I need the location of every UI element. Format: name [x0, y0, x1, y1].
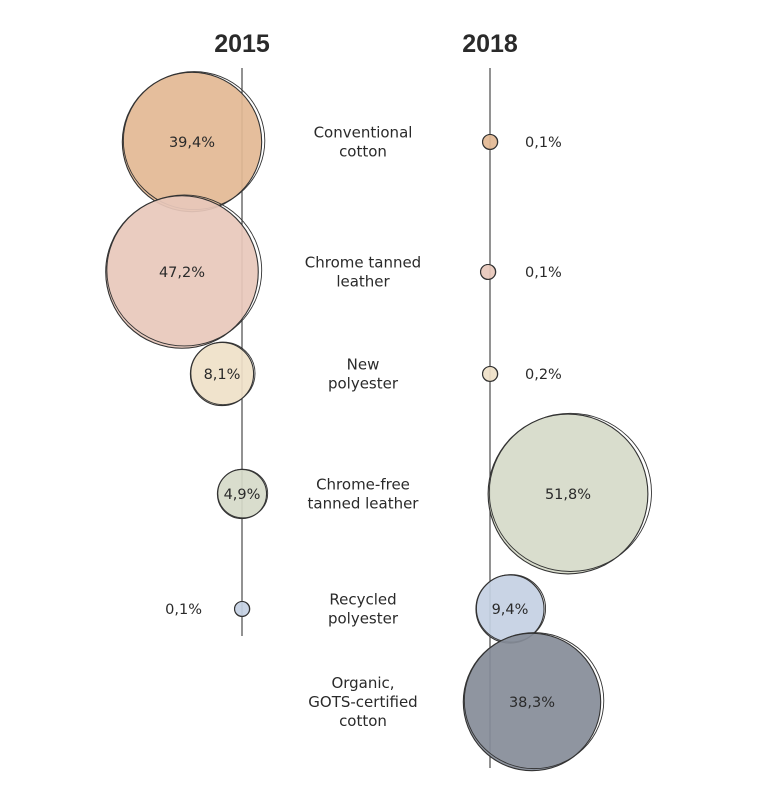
bubble-2015: [233, 600, 251, 618]
bubble-2018: [481, 365, 499, 383]
bubble-outline: [234, 600, 251, 617]
category-label: Chrome-free tanned leather: [308, 476, 420, 513]
value-label-2018: 0,1%: [525, 135, 562, 151]
value-label-2018: 0,2%: [525, 367, 562, 383]
bubble-2018: [487, 412, 652, 575]
bubble-outline: [488, 412, 652, 572]
bubble-outline: [480, 263, 497, 280]
year-axes: [241, 68, 491, 768]
bubble-2018: [462, 632, 605, 772]
bubble-fill: [462, 632, 602, 772]
value-label-2015: 39,4%: [169, 135, 215, 151]
bubble-2018: [479, 263, 497, 281]
bubble-fill: [487, 413, 649, 575]
category-label: Chrome tanned leather: [305, 254, 421, 291]
bubble-2015: [216, 468, 269, 520]
category-label: New polyester: [328, 356, 399, 393]
value-label-2015: 0,1%: [165, 602, 202, 618]
category-label: Recycled polyester: [328, 591, 399, 628]
bubble-outline: [482, 133, 499, 150]
year-title-2018: 2018: [462, 30, 518, 58]
bubble-2015: [189, 341, 256, 407]
value-label-2018: 9,4%: [492, 602, 529, 618]
bubble-2018: [481, 133, 499, 151]
bubble-outline: [106, 194, 263, 347]
value-label-2015: 4,9%: [224, 487, 261, 503]
bubble-outline: [463, 632, 605, 770]
bubble-outline: [190, 341, 256, 406]
labels-layer: 2015 2018 Conventional cotton 39,4% 0,1% Chrom…: [159, 30, 591, 730]
bubbles-layer: [105, 71, 652, 772]
year-title-2015: 2015: [214, 30, 270, 58]
value-label-2015: 47,2%: [159, 265, 205, 281]
category-label: Organic, GOTS-certified cotton: [308, 674, 417, 730]
bubble-fill: [105, 195, 259, 349]
bubble-outline: [482, 365, 499, 382]
value-label-2018: 51,8%: [545, 487, 591, 503]
bubble-2015: [105, 194, 263, 349]
value-label-2018: 0,1%: [525, 265, 562, 281]
bubble-outline: [217, 468, 269, 519]
value-label-2015: 8,1%: [204, 367, 241, 383]
category-label: Conventional cotton: [314, 124, 413, 161]
value-label-2018: 38,3%: [509, 695, 555, 711]
